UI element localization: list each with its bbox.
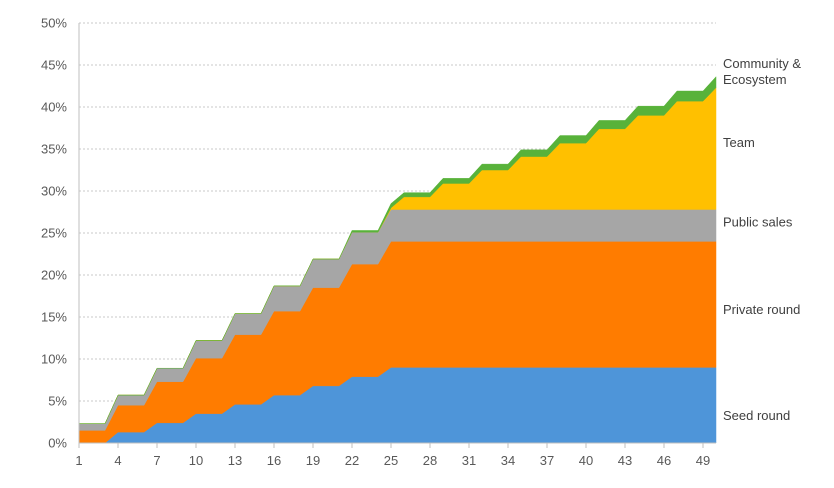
x-tick-label: 34 <box>501 453 515 468</box>
x-tick-label: 31 <box>462 453 476 468</box>
x-tick-label: 13 <box>228 453 242 468</box>
y-tick-label: 45% <box>41 58 67 73</box>
x-tick-label: 25 <box>384 453 398 468</box>
area-series <box>78 76 717 444</box>
legend-label: Private round <box>723 302 800 317</box>
x-tick-label: 1 <box>75 453 82 468</box>
y-tick-label: 10% <box>41 352 67 367</box>
x-tick-label: 16 <box>267 453 281 468</box>
x-tick-label: 4 <box>114 453 121 468</box>
x-tick-label: 19 <box>306 453 320 468</box>
y-tick-label: 5% <box>48 394 67 409</box>
x-tick-label: 40 <box>579 453 593 468</box>
legend-label: Team <box>723 135 755 150</box>
x-axis-ticks: 1 4 7 10 13 16 19 22 25 28 31 34 37 40 43 46 49 <box>75 443 710 468</box>
area-community-and-ecosystem <box>79 76 717 424</box>
y-tick-label: 15% <box>41 310 67 325</box>
y-tick-label: 25% <box>41 226 67 241</box>
legend-label: Community & Ecosystem <box>723 56 801 87</box>
y-axis-ticks: 0% 5% 10% 15% 20% 25% 30% 35% 40% 45% 50% <box>41 16 67 451</box>
x-tick-label: 7 <box>153 453 160 468</box>
y-tick-label: 20% <box>41 268 67 283</box>
y-tick-label: 40% <box>41 100 67 115</box>
legend-label: Seed round <box>723 408 790 423</box>
x-tick-label: 28 <box>423 453 437 468</box>
x-tick-label: 49 <box>696 453 710 468</box>
y-tick-label: 30% <box>41 184 67 199</box>
y-tick-label: 0% <box>48 436 67 451</box>
y-tick-label: 35% <box>41 142 67 157</box>
axes <box>78 23 716 444</box>
x-tick-label: 37 <box>540 453 554 468</box>
x-tick-label: 10 <box>189 453 203 468</box>
x-tick-label: 43 <box>618 453 632 468</box>
x-tick-label: 46 <box>657 453 671 468</box>
y-tick-label: 50% <box>41 16 67 31</box>
legend-label: Public sales <box>723 215 793 230</box>
legend: Community & Ecosystem Team Public sales Priv… <box>723 56 801 423</box>
x-tick-label: 22 <box>345 453 359 468</box>
